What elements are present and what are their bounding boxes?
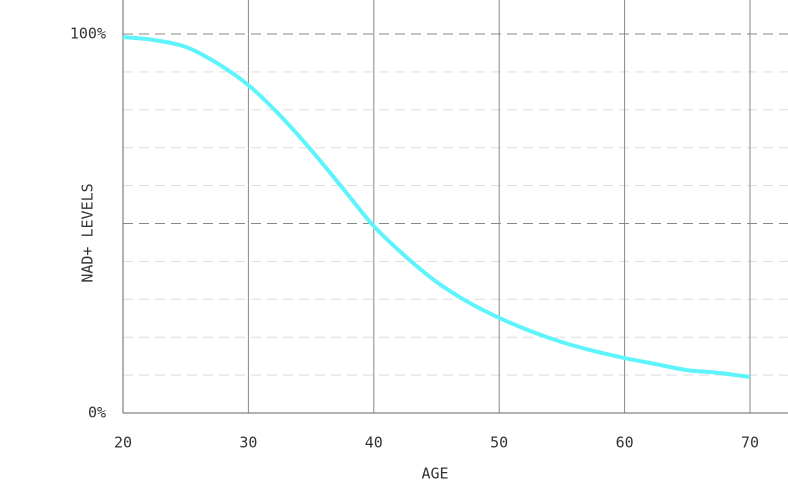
data-line — [122, 35, 751, 379]
x-tick-label: 40 — [365, 434, 383, 452]
x-axis-label: AGE — [421, 465, 448, 481]
x-tick-label: 20 — [114, 434, 132, 452]
x-tick-label: 50 — [490, 434, 508, 452]
x-tick-label: 30 — [239, 434, 257, 452]
y-tick-label: 100% — [70, 25, 106, 43]
x-tick-label: 70 — [741, 434, 759, 452]
x-tick-label: 60 — [616, 434, 634, 452]
y-axis-label: NAD+ LEVELS — [79, 183, 97, 282]
y-tick-label: 0% — [88, 404, 106, 422]
